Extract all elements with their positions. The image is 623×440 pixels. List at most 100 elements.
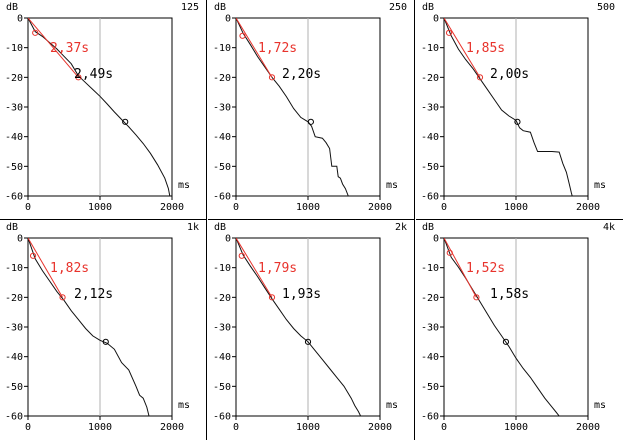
y-unit-label: dB [6,2,18,13]
edt-marker [268,294,276,301]
decay-curve [236,238,362,416]
x-tick-label: 0 [441,422,447,433]
edt-marker [29,252,37,259]
x-tick-label: 1000 [296,202,320,213]
t30-value-label: 2,12s [74,287,113,302]
edt-value-label: 1,52s [466,261,505,276]
y-tick-label: -50 [421,382,439,393]
y-unit-label: dB [422,2,434,13]
edt-value-label: 1,85s [466,41,505,56]
y-tick-label: -30 [213,323,231,334]
y-tick-label: -10 [213,263,231,274]
y-tick-label: 0 [225,234,231,245]
x-tick-label: 0 [25,422,31,433]
y-tick-label: -40 [5,352,23,363]
y-tick-label: -40 [421,352,439,363]
x-tick-label: 2000 [368,202,392,213]
edt-marker [238,252,245,259]
edt-marker [446,249,453,256]
band-label: 125 [181,2,199,13]
t30-value-label: 2,49s [74,67,113,82]
y-tick-label: -50 [421,162,439,173]
edt-value-label: 2,37s [50,41,89,56]
decay-curve [28,18,171,196]
t30-marker [102,338,109,345]
x-unit-label: ms [594,400,606,411]
decay-panel-250: 0-10-20-30-40-50-600 1000 2000dBms2501,72s… [208,0,415,220]
y-tick-label: -60 [213,412,231,423]
y-tick-label: -30 [213,103,231,114]
y-tick-label: 0 [17,14,23,25]
band-label: 250 [389,2,407,13]
edt-fit-line [28,18,79,78]
y-tick-label: -20 [5,293,23,304]
y-tick-label: -50 [213,162,231,173]
edt-fit-line [444,18,481,78]
x-tick-label: 1000 [504,422,528,433]
y-tick-label: -30 [421,323,439,334]
y-tick-label: -60 [5,192,23,203]
decay-curve [444,18,573,196]
y-tick-label: -30 [5,103,23,114]
y-tick-label: -40 [213,352,231,363]
y-tick-label: -10 [421,43,439,54]
edt-marker [59,294,66,301]
y-tick-label: -50 [213,382,231,393]
x-tick-label: 0 [233,202,239,213]
decay-panel-4k: 0-10-20-30-40-50-600 1000 2000dBms4k1,52s1… [421,222,615,433]
y-tick-label: -20 [421,73,439,84]
y-tick-label: -60 [421,412,439,423]
y-unit-label: dB [6,222,18,233]
edt-marker [476,74,484,81]
edt-value-label: 1,72s [258,41,297,56]
band-label: 2k [395,222,407,233]
edt-fit-line [28,238,63,298]
y-tick-label: 0 [17,234,23,245]
edt-value-label: 1,79s [258,261,297,276]
y-tick-label: 0 [433,234,439,245]
y-tick-label: -30 [421,103,439,114]
y-tick-label: -20 [213,73,231,84]
y-unit-label: dB [422,222,434,233]
edt-marker [239,32,246,39]
band-label: 500 [597,2,615,13]
y-tick-label: -30 [5,323,23,334]
decay-panel-1k: 0-10-20-30-40-50-600 1000 2000dBms1k1,82s2… [5,220,207,440]
decay-curve [236,18,349,196]
y-unit-label: dB [214,2,226,13]
t30-value-label: 1,58s [490,287,529,302]
y-tick-label: -60 [421,192,439,203]
y-tick-label: -10 [5,43,23,54]
y-tick-label: -20 [213,293,231,304]
edt-value-label: 1,82s [50,261,89,276]
x-unit-label: ms [386,400,398,411]
t30-value-label: 2,00s [490,67,529,82]
y-tick-label: -60 [5,412,23,423]
x-unit-label: ms [178,180,190,191]
y-unit-label: dB [214,222,226,233]
x-tick-label: 2000 [160,202,184,213]
t30-marker [502,338,510,345]
x-tick-label: 1000 [504,202,528,213]
band-label: 4k [603,222,615,233]
edt-marker [75,74,82,81]
y-tick-label: -40 [421,132,439,143]
y-tick-label: -40 [5,132,23,143]
y-tick-label: -10 [421,263,439,274]
edt-fit-line [444,238,477,298]
x-unit-label: ms [178,400,190,411]
t30-marker [514,118,521,125]
y-tick-label: 0 [433,14,439,25]
decay-panel-125: 0-10-20-30-40-50-600 1000 2000dBms1252,37s… [0,0,207,220]
y-tick-label: -10 [213,43,231,54]
edt-marker [473,294,480,301]
x-tick-label: 0 [233,422,239,433]
t30-marker [307,118,314,125]
x-tick-label: 1000 [88,422,112,433]
y-tick-label: -50 [5,382,23,393]
edt-fit-line [236,238,273,298]
y-tick-label: -40 [213,132,231,143]
y-tick-label: -50 [5,162,23,173]
edt-fit-line [236,18,273,78]
